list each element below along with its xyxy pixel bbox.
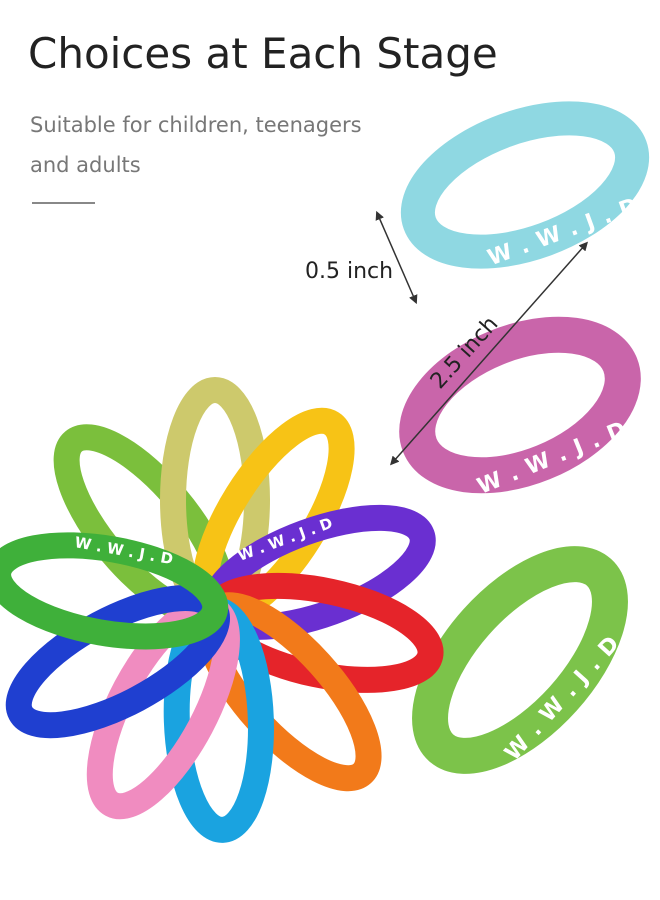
subtitle-line: and adults xyxy=(30,153,141,177)
bracelet-magenta: W . W . J . D xyxy=(399,316,641,500)
petal: W . W . J . D xyxy=(0,532,229,650)
diameter-line xyxy=(390,241,588,466)
bracelet-cyan: W . W . J . D xyxy=(400,101,650,271)
subtitle-line: Suitable for children, teenagers xyxy=(30,113,362,137)
band xyxy=(0,532,229,650)
band-text: W . W . J . D xyxy=(500,631,625,766)
width-label: 0.5 inch xyxy=(305,259,393,284)
title: Choices at Each Stage xyxy=(28,29,498,78)
band xyxy=(412,546,628,774)
bracelet-flower: W . W . J . D W . W . J . D xyxy=(0,377,444,843)
band xyxy=(400,101,650,269)
